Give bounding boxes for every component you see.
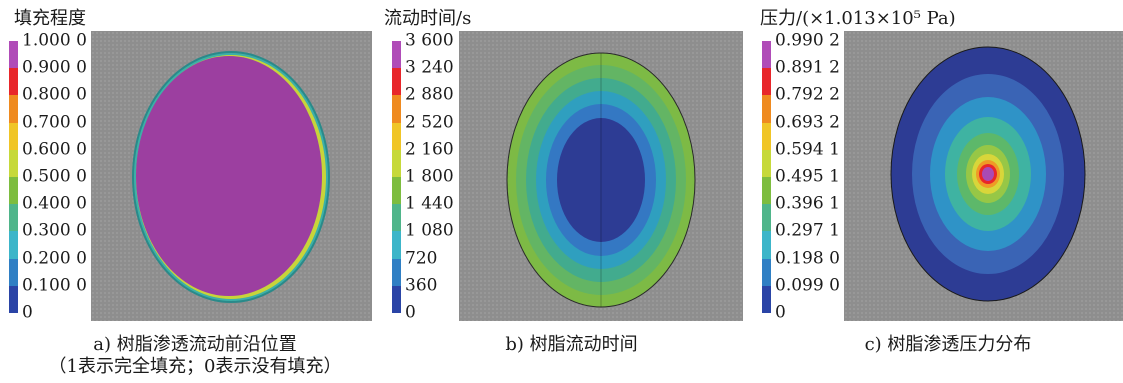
scale-tick-label: 0.100 0 (22, 275, 87, 296)
filled-region (136, 56, 322, 296)
scale-segment (9, 204, 18, 232)
scale-segment (392, 204, 401, 232)
scale-segment (9, 177, 18, 205)
scale-tick-label: 0.800 0 (22, 84, 87, 105)
scale-tick-label: 1 800 (405, 166, 454, 187)
scale-segment (392, 122, 401, 150)
scale-segment (392, 231, 401, 259)
injection-point (982, 167, 994, 181)
scale-segment (762, 68, 771, 96)
scale-segment (392, 149, 401, 178)
scale-tick-label: 720 (405, 248, 438, 269)
scale-tick-label: 0.396 1 (775, 193, 840, 214)
scale-tick-label: 3 600 (405, 30, 454, 51)
scale-tick-label: 0.600 0 (22, 139, 87, 160)
scale-segment (392, 41, 401, 69)
simulation-plot (844, 31, 1123, 321)
scale-tick-label: 0.500 0 (22, 166, 87, 187)
scale-segment (392, 177, 401, 205)
scale-segment (9, 68, 18, 96)
scale-tick-label: 360 (405, 275, 438, 296)
caption-title: c) 树脂渗透压力分布 (864, 334, 1032, 355)
scale-tick-label: 2 880 (405, 84, 454, 105)
scale-segment (392, 285, 401, 314)
scale-segment (762, 41, 771, 69)
panel-flow-time: 流动时间/s 3 600 3 240 2 880 2 520 2 160 1 8… (380, 0, 753, 383)
scale-tick-label: 2 160 (405, 139, 454, 160)
panel-pressure: 压力/(×1.013×10⁵ Pa) 0.990 2 0.891 2 0.792… (753, 0, 1123, 383)
scale-tick-label: 3 240 (405, 57, 454, 78)
panel-title: 流动时间/s (384, 8, 472, 29)
panel-caption: a) 树脂渗透流动前沿位置 （1表示完全填充；0表示没有填充） (20, 334, 370, 378)
simulation-plot (459, 31, 743, 321)
flow-time-contour-graphic (506, 52, 696, 308)
scale-tick-label: 0.200 0 (22, 248, 87, 269)
scale-tick-label: 0.693 2 (775, 112, 840, 133)
scale-tick-label: 0.400 0 (22, 193, 87, 214)
scale-tick-label: 0 (775, 302, 786, 323)
scale-tick-label: 1.000 0 (22, 30, 87, 51)
scale-tick-label: 0.198 0 (775, 248, 840, 269)
scale-tick-labels: 1.000 0 0.900 0 0.800 0 0.700 0 0.600 0 … (22, 32, 92, 321)
scale-segment (392, 68, 401, 96)
panel-title: 压力/(×1.013×10⁵ Pa) (760, 8, 956, 29)
scale-tick-label: 0.990 2 (775, 30, 840, 51)
scale-tick-label: 0 (22, 302, 33, 323)
panel-caption: c) 树脂渗透压力分布 (783, 334, 1113, 356)
pressure-contour-graphic (890, 46, 1086, 302)
scale-tick-label: 0.495 1 (775, 166, 840, 187)
scale-tick-label: 0.099 0 (775, 275, 840, 296)
scale-segment (762, 258, 771, 286)
scale-segment (762, 231, 771, 259)
scale-segment (762, 95, 771, 123)
scale-tick-label: 2 520 (405, 112, 454, 133)
scale-tick-label: 0.300 0 (22, 220, 87, 241)
simulation-plot (91, 31, 372, 321)
scale-segment (762, 204, 771, 232)
color-scale-bar (9, 41, 18, 314)
scale-segment (762, 285, 771, 314)
caption-title: b) 树脂流动时间 (505, 334, 638, 355)
scale-segment (392, 95, 401, 123)
scale-tick-label: 0.700 0 (22, 112, 87, 133)
scale-tick-label: 0.594 1 (775, 139, 840, 160)
scale-segment (9, 285, 18, 314)
scale-tick-label: 0.891 2 (775, 57, 840, 78)
scale-segment (762, 149, 771, 178)
scale-tick-label: 0.297 1 (775, 220, 840, 241)
scale-segment (9, 122, 18, 150)
scale-segment (392, 258, 401, 286)
scale-tick-labels: 0.990 2 0.891 2 0.792 2 0.693 2 0.594 1 … (775, 32, 845, 321)
scale-tick-label: 0.792 2 (775, 84, 840, 105)
scale-tick-label: 0 (405, 302, 416, 323)
scale-tick-label: 1 080 (405, 220, 454, 241)
scale-segment (762, 122, 771, 150)
scale-segment (9, 231, 18, 259)
color-scale-bar (392, 41, 401, 314)
scale-segment (9, 41, 18, 69)
caption-title: a) 树脂渗透流动前沿位置 (93, 334, 297, 355)
filling-ellipse-graphic (132, 51, 330, 303)
scale-tick-labels: 3 600 3 240 2 880 2 520 2 160 1 800 1 44… (405, 32, 461, 321)
panel-title: 填充程度 (14, 8, 86, 29)
color-scale-bar (762, 41, 771, 314)
scale-segment (9, 149, 18, 178)
panel-filling-degree: 填充程度 1.000 0 0.900 0 0.800 0 0.700 0 0.6… (0, 0, 380, 383)
caption-note: （1表示完全填充；0表示没有填充） (48, 356, 342, 377)
scale-segment (9, 258, 18, 286)
scale-segment (762, 177, 771, 205)
contour-center (557, 118, 645, 242)
scale-tick-label: 1 440 (405, 193, 454, 214)
panel-caption: b) 树脂流动时间 (390, 334, 753, 356)
scale-tick-label: 0.900 0 (22, 57, 87, 78)
scale-segment (9, 95, 18, 123)
